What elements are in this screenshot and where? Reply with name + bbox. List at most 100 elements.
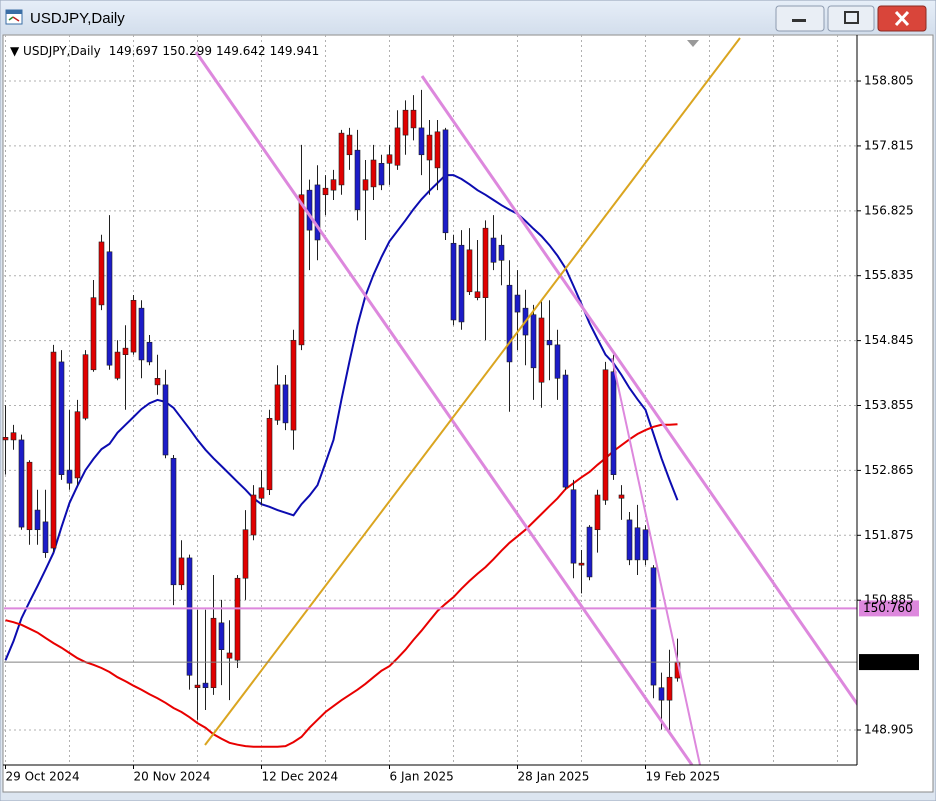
candle-body	[226, 652, 233, 659]
candle-body	[346, 134, 353, 156]
y-tick-label: 151.875	[864, 528, 914, 542]
candle-body	[554, 344, 561, 379]
candle-body	[666, 676, 673, 701]
candle-body	[58, 361, 65, 475]
candle-body	[18, 439, 25, 528]
candle-body	[378, 162, 385, 186]
candle-body	[514, 294, 521, 313]
candle-body	[122, 347, 129, 356]
y-tick-label: 150.885	[864, 593, 914, 607]
y-tick-label: 157.815	[864, 138, 914, 152]
high-value: 150.299	[162, 44, 212, 58]
candle-body	[586, 526, 593, 578]
y-tick-label: 152.865	[864, 463, 914, 477]
candle-body	[450, 242, 457, 321]
trendline	[611, 357, 701, 765]
y-tick-label: 153.855	[864, 398, 914, 412]
candle-body	[2, 436, 9, 441]
candle-body	[146, 341, 153, 363]
candle-body	[178, 557, 185, 586]
candle-body	[290, 339, 297, 431]
header-arrow: ▼	[10, 44, 23, 58]
x-tick-label: 12 Dec 2024	[262, 770, 339, 784]
candle-body	[138, 307, 145, 361]
candle-body	[42, 521, 49, 553]
candle-body	[626, 519, 633, 561]
low-value: 149.642	[216, 44, 266, 58]
candle-body	[82, 354, 89, 419]
candle-body	[474, 291, 481, 298]
candle-body	[482, 227, 489, 298]
y-tick-label: 154.845	[864, 333, 914, 347]
candle-body	[370, 159, 377, 188]
candle-body	[90, 297, 97, 371]
candle-body	[130, 299, 137, 353]
x-tick-label: 20 Nov 2024	[134, 770, 211, 784]
chart-header: ▼ USDJPY,Daily 149.697 150.299 149.642 149.9…	[10, 44, 319, 58]
candle-body	[10, 432, 17, 441]
candle-body	[466, 249, 473, 293]
x-tick-label: 29 Oct 2024	[6, 770, 80, 784]
candle-body	[410, 109, 417, 129]
candle-body	[170, 457, 177, 586]
level-label-box	[859, 600, 919, 617]
candle-body	[274, 384, 281, 421]
trendline	[204, 37, 741, 746]
x-tick-label: 28 Jan 2025	[518, 770, 590, 784]
current-price-label: 149.941	[863, 655, 913, 669]
candle-body	[314, 184, 321, 241]
y-tick-label: 148.905	[864, 722, 914, 736]
candle-body	[546, 339, 553, 346]
candle-body	[394, 127, 401, 166]
candle-body	[194, 684, 201, 689]
level-label: 150.760	[863, 601, 913, 615]
maximize-button[interactable]	[827, 5, 875, 32]
candle-body	[418, 127, 425, 156]
candle-body	[602, 369, 609, 501]
candle-body	[642, 529, 649, 561]
candle-body	[74, 411, 81, 479]
candle-body	[114, 351, 121, 379]
trendlines	[194, 37, 857, 765]
x-tick-label: 6 Jan 2025	[390, 770, 454, 784]
candle-body	[570, 489, 577, 564]
y-tick-label: 158.805	[864, 74, 914, 88]
candle-body	[426, 134, 433, 161]
candle-body	[258, 487, 265, 499]
candles	[2, 89, 681, 730]
candle-body	[186, 557, 193, 676]
candle-body	[658, 687, 665, 701]
candle-body	[594, 494, 601, 531]
y-tick-label: 155.835	[864, 268, 914, 282]
candle-body	[442, 129, 449, 234]
candle-body	[210, 617, 217, 689]
candle-body	[530, 314, 537, 369]
candle-body	[434, 131, 441, 169]
candle-body	[26, 461, 33, 531]
x-tick-label: 19 Feb 2025	[646, 770, 721, 784]
price-levels: 150.760 149.941	[4, 600, 919, 671]
candle-body	[154, 378, 161, 386]
symbol-title: USDJPY,Daily	[23, 44, 101, 58]
candle-body	[538, 317, 545, 383]
close-button[interactable]	[877, 5, 927, 32]
current-price-box	[859, 654, 919, 671]
candle-body	[490, 237, 497, 263]
candle-body	[330, 179, 337, 191]
candle-body	[386, 154, 393, 164]
axes: 158.805 157.815 156.825 155.835 154.845 153.8…	[5, 74, 914, 784]
minimize-button[interactable]	[775, 5, 825, 32]
trendline	[420, 75, 857, 707]
open-value: 149.697	[109, 44, 159, 58]
candle-body	[362, 179, 369, 191]
candle-body	[322, 187, 329, 196]
candle-body	[506, 284, 513, 363]
trendline	[194, 51, 694, 765]
candle-body	[250, 494, 257, 536]
candle-body	[282, 384, 289, 424]
window-title: USDJPY,Daily	[30, 10, 125, 27]
candle-body	[266, 417, 273, 491]
candle-body	[298, 194, 305, 346]
candle-body	[618, 494, 625, 499]
